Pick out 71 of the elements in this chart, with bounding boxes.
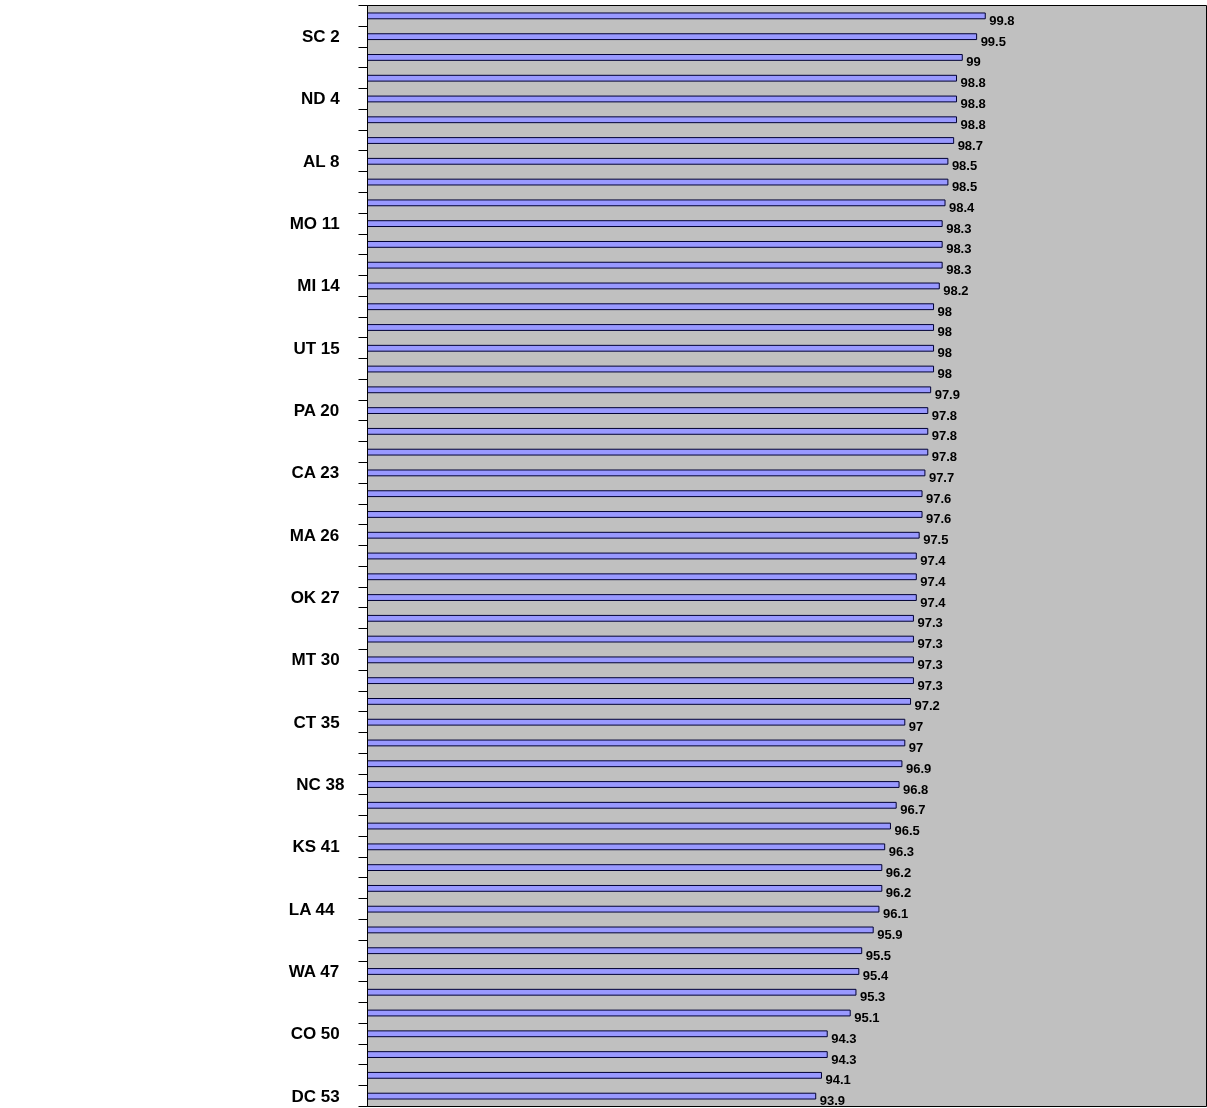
data-label: 97.4 [920, 573, 947, 589]
data-label: 96.3 [888, 843, 914, 859]
data-label: 98.3 [946, 241, 972, 257]
data-label: 98.5 [951, 179, 978, 195]
y-tick-label: CA 23 [291, 463, 340, 483]
y-tick-label: NC 38 [296, 775, 345, 795]
data-label: 96.2 [885, 885, 912, 901]
data-label: 97.8 [931, 407, 958, 423]
data-label: 98.8 [960, 75, 986, 91]
y-tick-label: ND 4 [301, 89, 341, 109]
y-tick-label: AL 8 [302, 151, 340, 171]
data-label: 98.8 [960, 116, 986, 132]
data-label: 97.8 [931, 449, 958, 465]
data-label: 98.2 [943, 282, 969, 298]
data-label: 97.6 [926, 490, 952, 506]
data-label: 96.2 [885, 864, 912, 880]
data-label: 96.9 [905, 760, 932, 776]
y-tick-label: LA 44 [288, 899, 335, 919]
data-label: 97.6 [926, 511, 952, 527]
data-label: 93.9 [819, 1093, 846, 1108]
y-tick-label: WA 47 [288, 961, 340, 981]
data-label: 99.8 [989, 12, 1015, 28]
data-label: 94.1 [825, 1072, 851, 1088]
data-label: 97.3 [917, 636, 943, 652]
y-tick-label: SC 2 [301, 27, 340, 47]
data-label: 94.3 [831, 1051, 857, 1067]
data-label: 98.3 [946, 262, 972, 278]
y-tick-label: CT 35 [293, 712, 340, 732]
data-label: 98.5 [951, 158, 978, 174]
y-tick-label: KS 41 [292, 837, 340, 857]
data-label: 98.8 [960, 95, 986, 111]
data-label: 96.1 [882, 906, 909, 922]
data-label: 95.9 [877, 926, 903, 942]
data-label: 98 [937, 366, 953, 382]
y-tick-label: MO 11 [289, 214, 340, 234]
data-label: 96.7 [900, 802, 926, 818]
data-label: 97 [908, 739, 924, 755]
data-label: 95.3 [859, 989, 886, 1005]
data-label: 98.4 [949, 199, 976, 215]
y-tick-label: MT 30 [291, 650, 340, 670]
data-label: 96.8 [903, 781, 929, 797]
data-label: 97.5 [923, 532, 949, 548]
y-tick-label: CO 50 [290, 1024, 340, 1044]
data-label: 98 [937, 324, 953, 340]
data-label: 98.3 [946, 220, 972, 236]
data-label: 97.8 [931, 428, 958, 444]
data-label: 97.3 [917, 615, 943, 631]
data-label: 97.4 [920, 553, 947, 568]
y-tick-label: DC 53 [291, 1086, 340, 1106]
data-label: 97.3 [917, 677, 943, 693]
data-label: 97.9 [934, 386, 960, 402]
y-tick-label: MI 14 [297, 276, 341, 296]
data-label: 97 [908, 719, 924, 735]
data-label: 94.3 [831, 1030, 857, 1046]
data-label: 95.4 [862, 968, 889, 984]
data-label: 97.7 [928, 469, 955, 485]
data-label: 99.5 [980, 33, 1006, 49]
data-label: 97.3 [917, 656, 943, 672]
data-label: 99 [966, 54, 981, 70]
data-label: 98 [937, 303, 953, 319]
data-label: 98 [937, 345, 953, 361]
data-label: 95.1 [854, 1010, 880, 1026]
data-label: 96.5 [894, 823, 920, 839]
y-tick-label: OK 27 [290, 588, 340, 608]
data-label: 95.5 [865, 947, 892, 963]
data-label: 97.2 [914, 698, 940, 714]
data-label: 98.7 [957, 137, 983, 153]
y-tick-label: PA 20 [293, 401, 340, 421]
y-tick-label: MA 26 [289, 525, 340, 545]
y-tick-label: UT 15 [293, 338, 340, 358]
data-label: 97.4 [920, 594, 947, 610]
